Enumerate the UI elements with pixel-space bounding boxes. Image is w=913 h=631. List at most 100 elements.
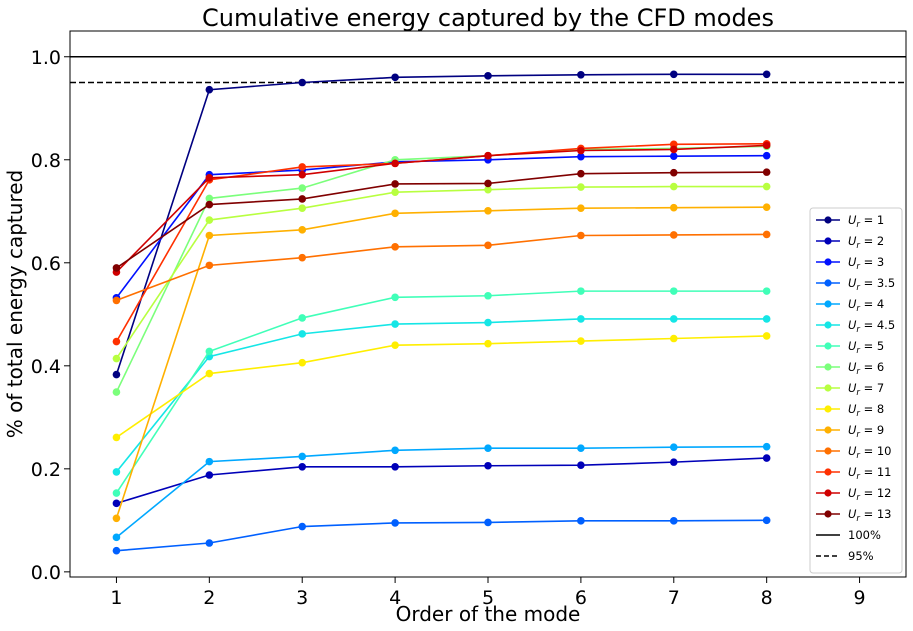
data-point-13 [391, 180, 399, 188]
data-point-5 [577, 287, 585, 295]
legend: Ur = 1 Ur = 2 Ur = 3 Ur = 3.5 Ur = 4 Ur = 4.5… [809, 207, 903, 574]
legend-label-value: = 11 [860, 465, 892, 479]
legend-label-value: = 12 [860, 486, 892, 500]
data-point-2 [762, 454, 771, 462]
data-point-11 [298, 163, 307, 171]
data-point-5 [391, 293, 399, 302]
data-point-2 [298, 462, 307, 471]
data-point-8 [205, 369, 214, 378]
y-axis-label: % of total energy captured [3, 170, 27, 438]
x-tick-label: 2 [203, 587, 215, 609]
data-point-6 [112, 388, 121, 396]
data-point-12 [298, 170, 307, 179]
data-point-9 [577, 204, 585, 212]
series-line-4.5 [115, 318, 767, 473]
data-point-2 [205, 471, 214, 479]
data-point-1 [391, 73, 399, 82]
legend-label: 95% [848, 549, 874, 563]
data-point-8 [484, 339, 492, 348]
data-point-9 [762, 203, 771, 211]
data-point-10 [669, 231, 678, 239]
data-point-9 [391, 209, 399, 218]
data-point-4.5 [484, 318, 492, 327]
legend-label-value: = 7 [860, 381, 884, 395]
data-point-5 [112, 489, 121, 497]
data-point-3.5 [205, 539, 214, 547]
legend-label-value: = 13 [860, 507, 892, 521]
data-point-8 [112, 433, 121, 442]
legend-label-value: = 4 [860, 297, 884, 311]
y-tick-label: 0.6 [31, 253, 61, 275]
data-point-3 [669, 152, 678, 160]
data-point-12 [762, 141, 771, 150]
legend-label: Ur = 12 [848, 486, 892, 503]
y-tick-label: 0.4 [31, 356, 61, 378]
series-line-8 [115, 335, 767, 439]
data-point-7 [762, 182, 771, 191]
data-point-3 [577, 152, 585, 161]
data-point-3.5 [112, 546, 121, 555]
series-line-13 [115, 171, 767, 269]
legend-swatch-marker [824, 489, 832, 497]
data-point-7 [112, 354, 121, 363]
series-line-3 [115, 154, 767, 299]
legend-label: Ur = 4.5 [848, 318, 895, 335]
legend-swatch-marker [824, 216, 832, 224]
data-point-4.5 [391, 320, 399, 328]
legend-label: Ur = 5 [848, 339, 884, 356]
data-point-12 [577, 146, 585, 155]
legend-label-value: = 8 [860, 402, 884, 416]
data-point-1 [762, 70, 771, 79]
data-point-3.5 [669, 517, 678, 525]
data-point-1 [484, 72, 492, 80]
x-tick-label: 5 [482, 587, 494, 609]
legend-label: Ur = 2 [848, 234, 884, 251]
data-point-5 [205, 347, 214, 356]
data-point-1 [577, 70, 585, 79]
y-tick-label: 0.2 [31, 459, 61, 481]
legend-swatch-marker [824, 384, 832, 392]
x-tick-label: 4 [389, 587, 401, 609]
series-line-7 [115, 185, 767, 360]
data-layer [70, 55, 906, 555]
data-point-4 [577, 444, 585, 453]
data-point-1 [669, 70, 678, 79]
legend-swatch-marker [824, 405, 832, 413]
data-point-5 [669, 287, 678, 295]
legend-label: Ur = 11 [848, 465, 892, 482]
data-point-13 [298, 195, 307, 203]
legend-label: Ur = 4 [848, 297, 884, 314]
x-tick-label: 9 [854, 587, 866, 609]
series-line-3.5 [116, 519, 767, 552]
data-point-12 [669, 145, 678, 154]
data-point-12 [484, 151, 492, 160]
data-point-9 [112, 514, 121, 523]
data-point-7 [669, 182, 678, 191]
data-point-4 [484, 444, 492, 453]
series-line-10 [116, 233, 767, 302]
series-line-2 [116, 457, 767, 505]
legend-swatch-marker [824, 468, 832, 476]
data-point-7 [298, 204, 307, 212]
data-point-13 [484, 179, 492, 188]
data-point-4.5 [298, 330, 307, 338]
data-point-2 [112, 499, 121, 508]
data-point-10 [112, 296, 121, 305]
y-tick-label: 0.8 [31, 150, 61, 172]
data-point-7 [205, 216, 214, 224]
data-point-8 [577, 337, 585, 345]
data-point-10 [762, 230, 771, 239]
data-point-4 [112, 533, 121, 542]
data-point-5 [298, 314, 307, 322]
data-point-10 [577, 231, 585, 240]
series-line-5 [115, 290, 767, 494]
data-point-3.5 [391, 519, 399, 527]
legend-swatch-marker [824, 258, 832, 266]
data-point-9 [205, 231, 214, 240]
data-point-4.5 [762, 315, 771, 323]
data-point-10 [484, 241, 492, 250]
data-point-13 [669, 168, 678, 177]
legend-label: 100% [848, 528, 881, 542]
legend-label-value: = 5 [860, 339, 884, 353]
legend-label: Ur = 9 [848, 423, 884, 440]
